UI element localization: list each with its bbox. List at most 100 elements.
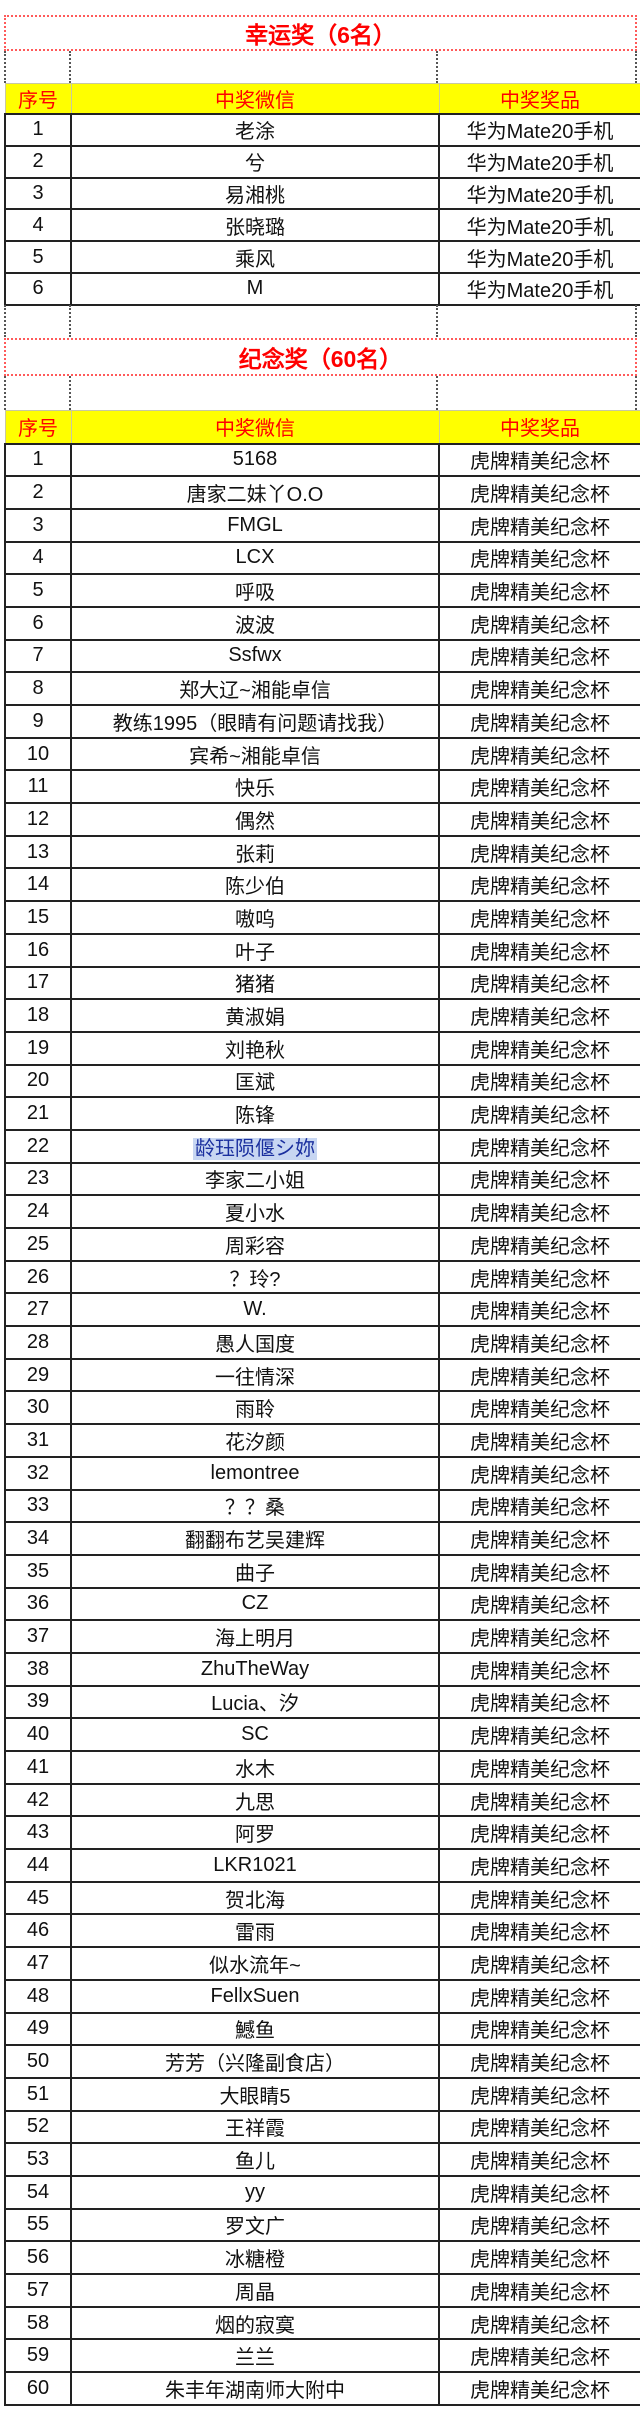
table-row: 4 LCX 虎牌精美纪念杯 (4, 540, 640, 576)
cell-prize: 虎牌精美纪念杯 (438, 442, 640, 478)
cell-index: 52 (4, 2109, 72, 2145)
lucky-prize-title: 幸运奖（6名） (4, 15, 637, 51)
souvenir-prize-title: 纪念奖（60名） (4, 338, 637, 376)
table-row: 42 九思 虎牌精美纪念杯 (4, 1782, 640, 1818)
cell-prize: 虎牌精美纪念杯 (438, 638, 640, 674)
table-row: 9 教练1995（眼睛有问题请找我） 虎牌精美纪念杯 (4, 704, 640, 739)
table-row: 2 唐家二妹丫O.O 虎牌精美纪念杯 (4, 475, 640, 510)
cell-wechat: 罗文广 (70, 2207, 440, 2243)
cell-index: 22 (4, 1128, 72, 1164)
cell-wechat: 嗷呜 (70, 900, 440, 935)
header-prize: 中奖奖品 (438, 410, 640, 444)
cell-prize: 虎牌精美纪念杯 (438, 2109, 640, 2145)
cell-wechat: 宾希~湘能卓信 (70, 736, 440, 772)
cell-index: 59 (4, 2338, 72, 2374)
cell-index: 34 (4, 1521, 72, 1556)
cell-index: 20 (4, 1063, 72, 1099)
cell-index: 5 (4, 240, 72, 274)
table-row: 23 李家二小姐 虎牌精美纪念杯 (4, 1161, 640, 1197)
cell-prize: 虎牌精美纪念杯 (438, 704, 640, 739)
table-row: 16 叶子 虎牌精美纪念杯 (4, 932, 640, 968)
cell-index: 35 (4, 1553, 72, 1589)
table-row: 5 乘风 华为Mate20手机 (4, 240, 640, 274)
cell-prize: 虎牌精美纪念杯 (438, 1913, 640, 1949)
cell-prize: 虎牌精美纪念杯 (438, 1782, 640, 1818)
cell-wechat: W. (70, 1292, 440, 1328)
cell-prize: 虎牌精美纪念杯 (438, 769, 640, 805)
cell-wechat: CZ (70, 1586, 440, 1622)
cell-index: 14 (4, 867, 72, 903)
cell-index: 49 (4, 2011, 72, 2047)
cell-prize: 虎牌精美纪念杯 (438, 1815, 640, 1851)
table-row: 5 呼吸 虎牌精美纪念杯 (4, 573, 640, 608)
cell-wechat: 周彩容 (70, 1227, 440, 1262)
cell-prize: 虎牌精美纪念杯 (438, 671, 640, 706)
cell-index: 23 (4, 1161, 72, 1197)
table-header: 序号 中奖微信 中奖奖品 (4, 83, 640, 115)
table-row: 11 快乐 虎牌精美纪念杯 (4, 769, 640, 805)
table-row: 24 夏小水 虎牌精美纪念杯 (4, 1194, 640, 1229)
cell-index: 53 (4, 2142, 72, 2177)
table-row: 40 SC 虎牌精美纪念杯 (4, 1717, 640, 1752)
table-row: 57 周晶 虎牌精美纪念杯 (4, 2273, 640, 2308)
table-row: 25 周彩容 虎牌精美纪念杯 (4, 1227, 640, 1262)
cell-prize: 虎牌精美纪念杯 (438, 1063, 640, 1099)
cell-index: 11 (4, 769, 72, 805)
table-row: 34 翻翻布艺吴建辉 虎牌精美纪念杯 (4, 1521, 640, 1556)
cell-wechat: 水木 (70, 1750, 440, 1785)
cell-wechat: 5168 (70, 442, 440, 478)
cell-prize: 虎牌精美纪念杯 (438, 932, 640, 968)
cell-wechat: 郑大辽~湘能卓信 (70, 671, 440, 706)
header-prize: 中奖奖品 (438, 83, 640, 115)
table-row: 3 FMGL 虎牌精美纪念杯 (4, 507, 640, 543)
cell-wechat: 烟的寂寞 (70, 2305, 440, 2341)
cell-wechat: 陈少伯 (70, 867, 440, 903)
cell-prize: 华为Mate20手机 (438, 208, 640, 243)
cell-index: 43 (4, 1815, 72, 1851)
table-row: 21 陈锋 虎牌精美纪念杯 (4, 1096, 640, 1131)
cell-index: 3 (4, 176, 72, 211)
cell-prize: 虎牌精美纪念杯 (438, 867, 640, 903)
cell-index: 18 (4, 998, 72, 1033)
cell-index: 12 (4, 802, 72, 837)
cell-index: 26 (4, 1259, 72, 1295)
highlighted-name: 龄珏陨偃シ妳 (193, 1137, 317, 1160)
table-row: 1 5168 虎牌精美纪念杯 (4, 442, 640, 478)
table-row: 8 郑大辽~湘能卓信 虎牌精美纪念杯 (4, 671, 640, 706)
cell-prize: 虎牌精美纪念杯 (438, 1390, 640, 1426)
cell-wechat: 李家二小姐 (70, 1161, 440, 1197)
cell-index: 57 (4, 2273, 72, 2308)
cell-wechat: 猪猪 (70, 965, 440, 1001)
cell-wechat: 曲子 (70, 1553, 440, 1589)
cell-prize: 虎牌精美纪念杯 (438, 802, 640, 837)
cell-prize: 虎牌精美纪念杯 (438, 900, 640, 935)
table-row: 50 芳芳（兴隆副食店） 虎牌精美纪念杯 (4, 2044, 640, 2079)
cell-wechat: 鱼儿 (70, 2142, 440, 2177)
cell-index: 13 (4, 834, 72, 870)
cell-index: 28 (4, 1325, 72, 1360)
cell-index: 58 (4, 2305, 72, 2341)
cell-index: 3 (4, 507, 72, 543)
cell-prize: 虎牌精美纪念杯 (438, 1455, 640, 1491)
table-row: 32 lemontree 虎牌精美纪念杯 (4, 1455, 640, 1491)
table-row: 6 波波 虎牌精美纪念杯 (4, 605, 640, 641)
cell-prize: 虎牌精美纪念杯 (438, 1586, 640, 1622)
cell-wechat: 似水流年~ (70, 1946, 440, 1981)
cell-index: 44 (4, 1848, 72, 1883)
cell-prize: 虎牌精美纪念杯 (438, 2371, 640, 2406)
cell-wechat: 一往情深 (70, 1357, 440, 1393)
cell-wechat: 冰糖橙 (70, 2240, 440, 2275)
cell-index: 7 (4, 638, 72, 674)
cell-index: 54 (4, 2174, 72, 2210)
table-row: 52 王祥霞 虎牌精美纪念杯 (4, 2109, 640, 2145)
cell-prize: 虎牌精美纪念杯 (438, 2273, 640, 2308)
cell-index: 31 (4, 1423, 72, 1458)
cell-wechat: 偶然 (70, 802, 440, 837)
header-index: 序号 (4, 410, 72, 444)
cell-index: 30 (4, 1390, 72, 1426)
table-row: 43 阿罗 虎牌精美纪念杯 (4, 1815, 640, 1851)
table-row: 56 冰糖橙 虎牌精美纪念杯 (4, 2240, 640, 2275)
cell-wechat: 匡斌 (70, 1063, 440, 1099)
cell-prize: 虎牌精美纪念杯 (438, 2142, 640, 2177)
cell-wechat: 九思 (70, 1782, 440, 1818)
